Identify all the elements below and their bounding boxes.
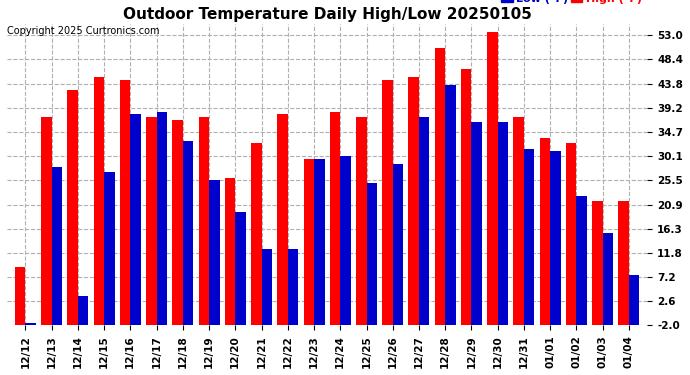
Bar — [566, 143, 576, 326]
Bar — [146, 117, 157, 326]
Bar — [172, 120, 183, 326]
Bar — [130, 114, 141, 326]
Bar — [497, 122, 509, 326]
Bar — [513, 117, 524, 326]
Bar — [366, 183, 377, 326]
Bar — [209, 180, 219, 326]
Bar — [618, 201, 629, 326]
Text: Copyright 2025 Curtronics.com: Copyright 2025 Curtronics.com — [7, 26, 159, 36]
Bar — [288, 249, 298, 326]
Bar — [26, 323, 36, 326]
Bar — [340, 156, 351, 326]
Bar — [461, 69, 471, 326]
Bar — [52, 167, 62, 326]
Bar — [304, 159, 314, 326]
Bar — [603, 233, 613, 326]
Bar — [41, 117, 52, 326]
Bar — [251, 143, 262, 326]
Bar — [235, 212, 246, 326]
Bar — [629, 275, 640, 326]
Bar — [68, 90, 78, 326]
Bar — [435, 48, 445, 326]
Bar — [540, 138, 550, 326]
Bar — [199, 117, 209, 326]
Bar — [408, 77, 419, 326]
Bar — [445, 85, 455, 326]
Bar — [225, 178, 235, 326]
Bar — [14, 267, 26, 326]
Bar — [393, 164, 403, 326]
Title: Outdoor Temperature Daily High/Low 20250105: Outdoor Temperature Daily High/Low 20250… — [123, 7, 531, 22]
Legend: Low (°F), High (°F): Low (°F), High (°F) — [502, 0, 642, 4]
Bar — [419, 117, 429, 326]
Bar — [262, 249, 272, 326]
Bar — [157, 112, 167, 326]
Bar — [382, 80, 393, 326]
Bar — [78, 296, 88, 326]
Bar — [550, 151, 561, 326]
Bar — [592, 201, 603, 326]
Bar — [104, 172, 115, 326]
Bar — [576, 196, 587, 326]
Bar — [487, 32, 497, 326]
Bar — [314, 159, 324, 326]
Bar — [356, 117, 366, 326]
Bar — [120, 80, 130, 326]
Bar — [524, 148, 535, 326]
Bar — [183, 141, 193, 326]
Bar — [94, 77, 104, 326]
Bar — [277, 114, 288, 326]
Bar — [471, 122, 482, 326]
Bar — [330, 112, 340, 326]
